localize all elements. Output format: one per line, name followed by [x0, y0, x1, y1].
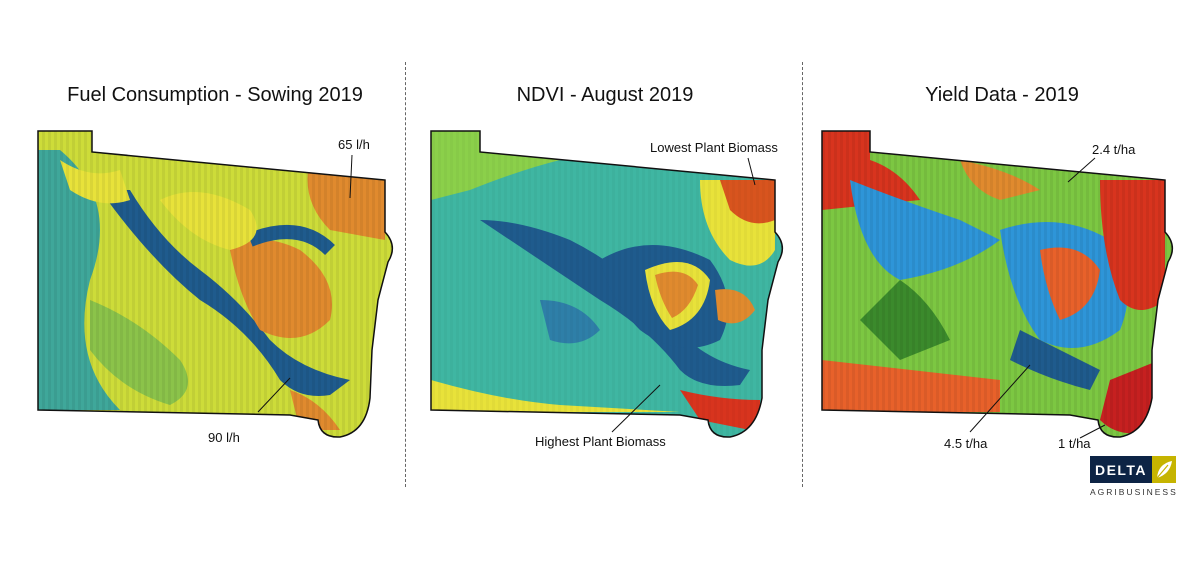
- annotation-2-4-tha: 2.4 t/ha: [1092, 142, 1136, 157]
- divider-right: [802, 62, 803, 487]
- panel-title-fuel: Fuel Consumption - Sowing 2019: [67, 84, 363, 106]
- logo-brand: DELTA: [1090, 456, 1152, 483]
- logo-subtitle: AGRIBUSINESS: [1090, 487, 1178, 497]
- fuel-map: [38, 131, 393, 438]
- ndvi-map: [431, 131, 783, 438]
- annotation-highest-biomass: Highest Plant Biomass: [535, 434, 666, 449]
- leaf-icon: [1152, 456, 1176, 483]
- annotation-4-5-tha: 4.5 t/ha: [944, 436, 988, 451]
- divider-left: [405, 62, 406, 487]
- delta-agribusiness-logo: DELTA AGRIBUSINESS: [1090, 456, 1178, 497]
- annotation-lowest-biomass: Lowest Plant Biomass: [650, 140, 778, 155]
- annotation-1-tha: 1 t/ha: [1058, 436, 1091, 451]
- panel-title-yield: Yield Data - 2019: [925, 84, 1079, 106]
- annotation-65-lh: 65 l/h: [338, 137, 370, 152]
- yield-map: [822, 131, 1173, 438]
- panel-title-ndvi: NDVI - August 2019: [516, 84, 694, 106]
- annotation-90-lh: 90 l/h: [208, 430, 240, 445]
